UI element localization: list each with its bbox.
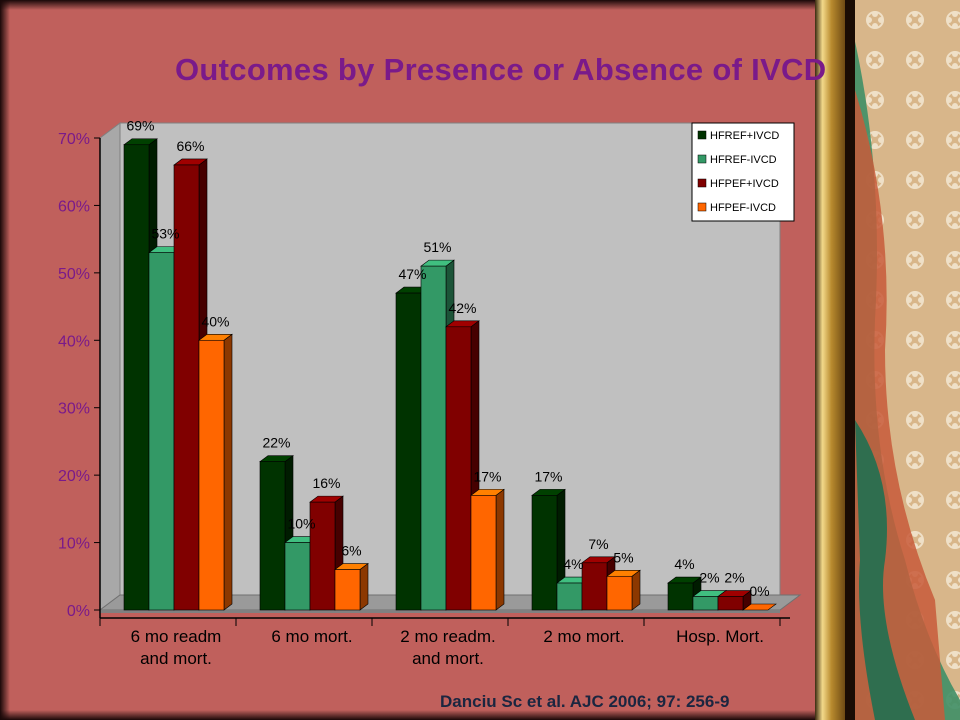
x-category-label: 2 mo mort.	[543, 627, 624, 646]
data-label: 5%	[613, 549, 633, 565]
data-label: 47%	[398, 266, 426, 282]
y-tick-label: 70%	[58, 131, 90, 148]
data-label: 22%	[262, 435, 290, 451]
data-label: 66%	[176, 138, 204, 154]
data-label: 2%	[724, 570, 744, 586]
bar	[198, 333, 233, 611]
data-label: 4%	[563, 556, 583, 572]
data-label: 4%	[674, 556, 694, 572]
bar	[309, 495, 344, 611]
data-label: 2%	[699, 570, 719, 586]
data-label: 6%	[341, 543, 361, 559]
x-category-label: 6 mo readm	[131, 627, 222, 646]
data-label: 0%	[749, 583, 769, 599]
bar	[717, 589, 752, 611]
data-label: 10%	[287, 516, 315, 532]
legend-swatch	[697, 130, 707, 140]
data-label: 51%	[423, 239, 451, 255]
data-label: 17%	[534, 468, 562, 484]
x-category-label: 2 mo readm.	[400, 627, 495, 646]
y-tick-label: 50%	[58, 266, 90, 283]
data-label: 42%	[448, 300, 476, 316]
plot-side-wall	[99, 122, 121, 611]
bar	[606, 569, 641, 611]
bar-chart: 0% 10% 20% 30% 40% 50% 60% 70% 6 mo readm and mor…	[58, 118, 802, 668]
x-category-label: and mort.	[412, 649, 484, 668]
legend-box	[691, 122, 795, 222]
citation: Danciu Sc et al. AJC 2006; 97: 256-9	[440, 692, 730, 711]
bar	[692, 589, 727, 611]
y-tick-label: 20%	[58, 468, 90, 485]
legend-label: HFREF-IVCD	[710, 154, 777, 166]
legend-label: HFPEF+IVCD	[710, 178, 779, 190]
data-label: 53%	[151, 226, 179, 242]
bar	[445, 320, 480, 611]
slide-title: Outcomes by Presence or Absence of IVCD	[175, 52, 827, 87]
data-label: 16%	[312, 475, 340, 491]
y-tick-label: 40%	[58, 333, 90, 350]
y-tick-label: 0%	[67, 603, 90, 620]
bar	[470, 488, 505, 611]
data-label: 69%	[126, 118, 154, 134]
x-category-label: Hosp. Mort.	[676, 627, 764, 646]
legend-swatch	[697, 202, 707, 212]
data-label: 7%	[588, 536, 608, 552]
bar	[742, 603, 777, 611]
x-category-label: 6 mo mort.	[271, 627, 352, 646]
legend-swatch	[697, 178, 707, 188]
decorative-side-panel	[815, 0, 960, 720]
legend-swatch	[697, 154, 707, 164]
x-category-label: and mort.	[140, 649, 212, 668]
y-tick-label: 30%	[58, 401, 90, 418]
bar	[334, 562, 369, 611]
y-tick-label: 60%	[58, 198, 90, 215]
y-tick-label: 10%	[58, 536, 90, 553]
legend-label: HFREF+IVCD	[710, 130, 779, 142]
floor-edge	[100, 610, 780, 613]
data-label: 40%	[201, 313, 229, 329]
data-label: 17%	[473, 468, 501, 484]
legend-label: HFPEF-IVCD	[710, 202, 776, 214]
